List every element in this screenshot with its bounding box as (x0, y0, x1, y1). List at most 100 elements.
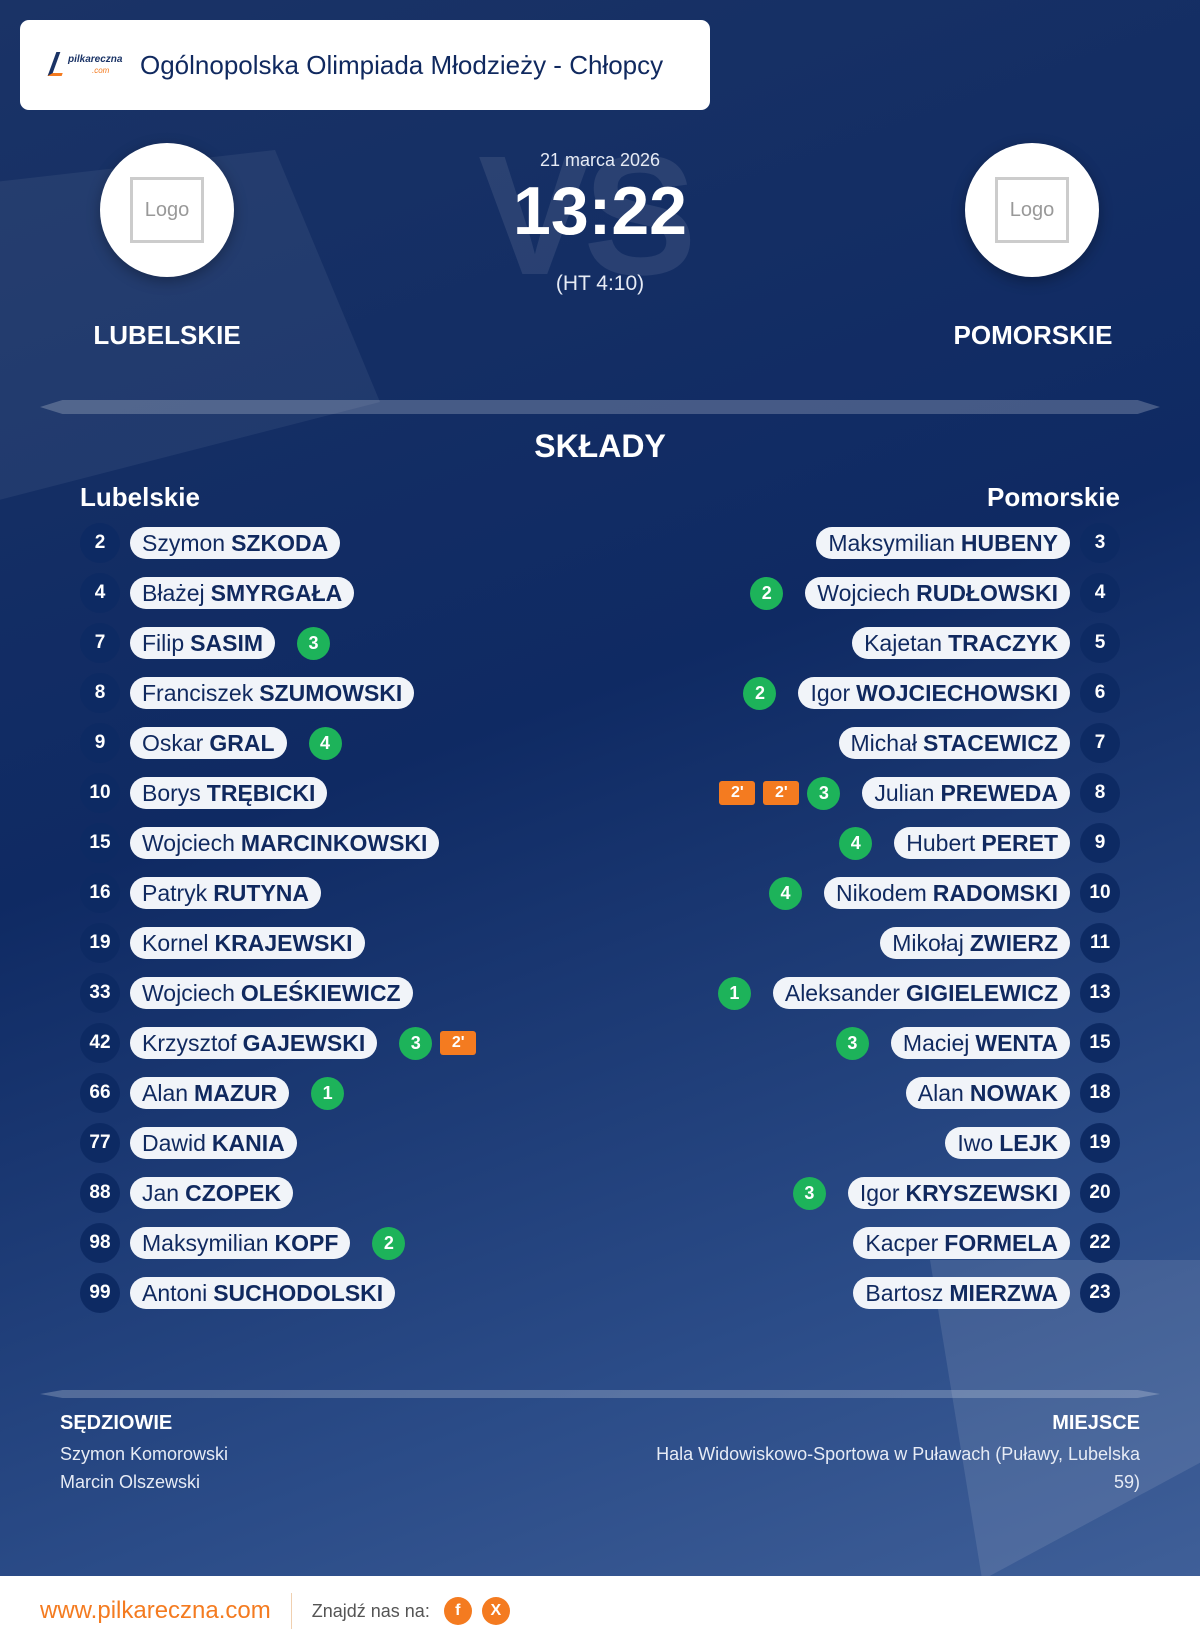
player-name[interactable]: Wojciech OLEŚKIEWICZ (130, 977, 413, 1009)
last-name: OLEŚKIEWICZ (240, 979, 401, 1006)
last-name: GRAL (209, 729, 275, 756)
first-name: Igor (859, 1179, 900, 1206)
home-player-row: 99 Antoni SUCHODOLSKI (80, 1273, 396, 1313)
last-name: KRAJEWSKI (214, 929, 353, 956)
player-stats: 2 (743, 676, 777, 710)
goals-badge: 1 (311, 1076, 345, 1110)
player-name[interactable]: Iwo LEJK (945, 1127, 1070, 1159)
player-stats: 1 (717, 976, 751, 1010)
goals-badge: 1 (717, 976, 751, 1010)
shirt-number: 66 (80, 1073, 120, 1113)
shirt-number: 8 (80, 673, 120, 713)
last-name: WOJCIECHOWSKI (856, 679, 1058, 706)
player-name[interactable]: Oskar GRAL (130, 727, 287, 759)
player-name[interactable]: Kornel KRAJEWSKI (130, 927, 365, 959)
last-name: TRĘBICKI (206, 779, 316, 806)
first-name: Wojciech (142, 979, 235, 1006)
last-name: GAJEWSKI (242, 1029, 366, 1056)
last-name: SASIM (190, 629, 264, 656)
player-name[interactable]: Julian PREWEDA (862, 777, 1070, 809)
home-player-row: 9 Oskar GRAL 4 (80, 723, 342, 763)
away-player-row: 5 Kajetan TRACZYK (852, 623, 1120, 663)
player-name[interactable]: Nikodem RADOMSKI (824, 877, 1070, 909)
facebook-icon[interactable]: f (443, 1597, 472, 1625)
player-name[interactable]: Szymon SZKODA (130, 527, 341, 559)
player-name[interactable]: Kajetan TRACZYK (852, 627, 1070, 659)
goals-badge: 3 (807, 776, 841, 810)
player-name[interactable]: Maciej WENTA (890, 1027, 1070, 1059)
last-name: NOWAK (969, 1079, 1058, 1106)
player-name[interactable]: Maksymilian HUBENY (816, 527, 1070, 559)
away-team-logo: Logo (965, 143, 1099, 277)
home-player-row: 16 Patryk RUTYNA (80, 873, 322, 913)
player-stats: 2 (372, 1226, 406, 1260)
home-team-logo: Logo (100, 143, 234, 277)
player-name[interactable]: Alan NOWAK (905, 1077, 1070, 1109)
last-name: GIGIELEWICZ (905, 979, 1058, 1006)
player-name[interactable]: Maksymilian KOPF (130, 1227, 351, 1259)
player-name[interactable]: Bartosz MIERZWA (853, 1277, 1070, 1309)
player-name[interactable]: Kacper FORMELA (853, 1227, 1070, 1259)
first-name: Oskar (142, 729, 204, 756)
player-stats: 3 2' 2' (719, 776, 841, 810)
player-name[interactable]: Alan MAZUR (130, 1077, 290, 1109)
player-stats: 2 (750, 576, 784, 610)
last-name: SZKODA (231, 529, 329, 556)
first-name: Mikołaj (892, 929, 964, 956)
player-name[interactable]: Błażej SMYRGAŁA (130, 577, 355, 609)
home-player-row: 42 Krzysztof GAJEWSKI 3 2' (80, 1023, 477, 1063)
shirt-number: 8 (1080, 773, 1120, 813)
player-name[interactable]: Igor KRYSZEWSKI (847, 1177, 1070, 1209)
player-name[interactable]: Mikołaj ZWIERZ (880, 927, 1070, 959)
player-name[interactable]: Michał STACEWICZ (838, 727, 1070, 759)
away-player-row: 4 Wojciech RUDŁOWSKI 2 (750, 573, 1120, 613)
shirt-number: 18 (1080, 1073, 1120, 1113)
last-name: PREWEDA (940, 779, 1058, 806)
last-name: TRACZYK (948, 629, 1058, 656)
home-player-row: 98 Maksymilian KOPF 2 (80, 1223, 406, 1263)
last-name: STACEWICZ (922, 729, 1058, 756)
player-name[interactable]: Krzysztof GAJEWSKI (130, 1027, 378, 1059)
shirt-number: 88 (80, 1173, 120, 1213)
player-name[interactable]: Borys TRĘBICKI (130, 777, 328, 809)
player-name[interactable]: Aleksander GIGIELEWICZ (772, 977, 1070, 1009)
last-name: MARCINKOWSKI (240, 829, 428, 856)
first-name: Igor (810, 679, 851, 706)
player-stats: 3 (297, 626, 331, 660)
shirt-number: 2 (80, 523, 120, 563)
first-name: Franciszek (142, 679, 254, 706)
player-name[interactable]: Jan CZOPEK (130, 1177, 293, 1209)
site-logo[interactable]: pilkareczna .com (47, 50, 122, 80)
divider (40, 400, 1160, 414)
shirt-number: 3 (1080, 523, 1120, 563)
player-name[interactable]: Filip SASIM (130, 627, 276, 659)
site-link[interactable]: www.pilkareczna.com (40, 1593, 292, 1629)
last-name: HUBENY (960, 529, 1058, 556)
goals-badge: 3 (792, 1176, 826, 1210)
player-stats: 4 (839, 826, 873, 860)
shirt-number: 16 (80, 873, 120, 913)
player-stats: 3 (835, 1026, 869, 1060)
away-player-row: 13 Aleksander GIGIELEWICZ 1 (717, 973, 1120, 1013)
shirt-number: 4 (80, 573, 120, 613)
player-name[interactable]: Patryk RUTYNA (130, 877, 322, 909)
official-name: Szymon Komorowski (60, 1444, 229, 1464)
first-name: Borys (142, 779, 201, 806)
player-name[interactable]: Igor WOJCIECHOWSKI (798, 677, 1070, 709)
player-name[interactable]: Dawid KANIA (130, 1127, 297, 1159)
player-name[interactable]: Wojciech MARCINKOWSKI (130, 827, 440, 859)
away-player-row: 15 Maciej WENTA 3 (835, 1023, 1120, 1063)
player-name[interactable]: Wojciech RUDŁOWSKI (805, 577, 1070, 609)
venue-title: MIEJSCE (1052, 1412, 1140, 1434)
player-name[interactable]: Antoni SUCHODOLSKI (130, 1277, 396, 1309)
shirt-number: 98 (80, 1223, 120, 1263)
last-name: MIERZWA (949, 1279, 1058, 1306)
home-player-row: 4 Błażej SMYRGAŁA (80, 573, 355, 613)
x-icon[interactable]: X (481, 1597, 510, 1625)
shirt-number: 42 (80, 1023, 120, 1063)
player-name[interactable]: Hubert PERET (894, 827, 1070, 859)
divider (40, 1390, 1160, 1398)
last-name: PERET (981, 829, 1058, 856)
last-name: SUCHODOLSKI (213, 1279, 384, 1306)
player-name[interactable]: Franciszek SZUMOWSKI (130, 677, 415, 709)
